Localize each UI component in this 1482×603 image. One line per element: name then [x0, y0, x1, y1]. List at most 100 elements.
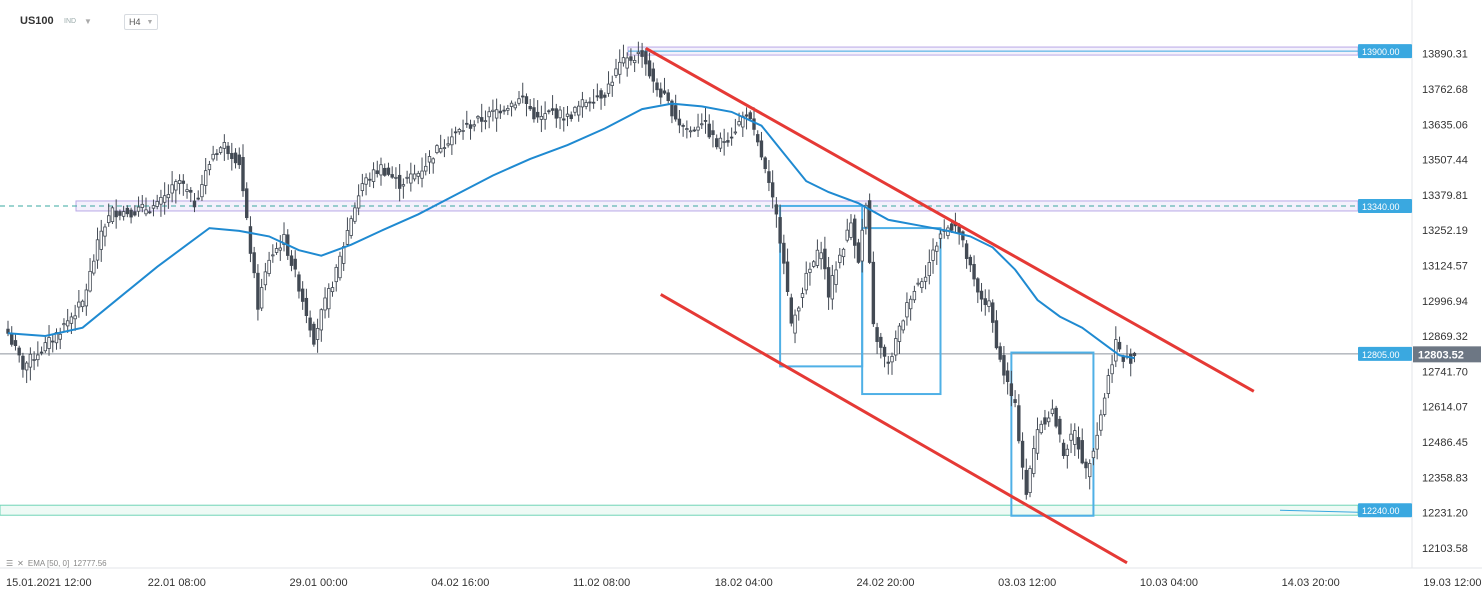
candle-body — [640, 50, 644, 57]
candle-body — [278, 247, 282, 251]
candle-body — [994, 320, 999, 349]
candle-body — [715, 138, 719, 148]
ema-value: 12777.56 — [73, 559, 107, 568]
candle-body — [528, 106, 532, 110]
candle-body — [569, 114, 573, 120]
candle-body — [345, 230, 350, 245]
candle-body — [517, 98, 521, 104]
candle-body — [248, 226, 253, 254]
candle-body — [110, 207, 115, 223]
candle-body — [185, 189, 189, 192]
candle-body — [588, 101, 592, 104]
indicator-legend[interactable]: ☰ ✕ EMA [50, 0] 12777.56 — [6, 559, 107, 568]
candle-body — [252, 252, 256, 274]
candle-body — [1065, 448, 1070, 456]
candle-body — [659, 88, 663, 98]
candle-body — [599, 90, 603, 99]
candle-body — [289, 255, 294, 266]
candle-body — [47, 337, 51, 349]
candle-body — [1061, 442, 1066, 457]
market-label: IND — [64, 17, 77, 25]
candle-body — [1028, 468, 1032, 493]
candle-body — [1076, 437, 1081, 450]
candle-body — [312, 323, 316, 345]
candle-body — [390, 174, 394, 178]
timeframe-select[interactable]: H4 ▼ — [124, 14, 158, 30]
trend-layer — [645, 46, 1255, 565]
candle-body — [494, 109, 499, 119]
candle-body — [767, 171, 771, 183]
candle-body — [625, 57, 629, 69]
candle-body — [897, 325, 902, 342]
symbol-label[interactable]: US100 — [20, 15, 54, 27]
candle-body — [1017, 405, 1021, 442]
chevron-down-icon[interactable]: ▼ — [84, 16, 92, 26]
candle-body — [383, 167, 387, 176]
candle-body — [815, 249, 820, 266]
candle-body — [364, 177, 368, 185]
time-axis[interactable]: 15.01.2021 12:00 22.01 08:00 29.01 00:00 04… — [6, 577, 1482, 589]
candle-body — [692, 129, 697, 132]
candle-body — [308, 317, 312, 331]
candle-body — [737, 121, 741, 126]
candle-body — [756, 134, 760, 143]
candle-body — [103, 226, 107, 237]
candle-body — [267, 259, 271, 274]
candle-body — [655, 82, 659, 91]
level-line-12240 — [1279, 509, 1359, 513]
candle-body — [603, 94, 607, 98]
candle-body — [476, 116, 480, 119]
candle-body — [73, 315, 77, 320]
candle-body — [826, 267, 831, 298]
candle-body — [356, 195, 361, 209]
candle-body — [550, 108, 555, 111]
candle-body — [256, 272, 260, 310]
candle-body — [480, 117, 484, 122]
candle-body — [1005, 370, 1010, 383]
candle-body — [1106, 375, 1111, 394]
candle-body — [80, 300, 85, 308]
candle-body — [979, 290, 984, 300]
candle-body — [472, 124, 476, 127]
candle-body — [673, 105, 678, 120]
list-icon[interactable]: ☰ — [6, 559, 14, 568]
candle-body — [677, 118, 682, 126]
candle-body — [558, 109, 562, 119]
candle-body — [778, 217, 782, 244]
candle-body — [938, 233, 943, 239]
candle-body — [722, 141, 726, 143]
candle-body — [151, 205, 156, 209]
candle-body — [140, 203, 144, 208]
candle-body — [562, 118, 566, 121]
candle-body — [159, 196, 163, 205]
candle-body — [506, 108, 510, 111]
candle-body — [181, 180, 186, 184]
candle-body — [647, 60, 652, 77]
upper-channel-line — [645, 46, 1255, 393]
candle-body — [323, 297, 327, 311]
candle-body — [77, 301, 81, 308]
y-tick-label: 13379.81 — [1422, 190, 1468, 202]
candle-body — [282, 234, 286, 245]
candle-body — [125, 207, 130, 215]
candle-body — [547, 110, 551, 113]
candle-body — [353, 207, 357, 222]
y-tick-label: 13124.57 — [1422, 261, 1468, 273]
candle-body — [923, 276, 928, 282]
price-axis[interactable]: 13890.31 13762.68 13635.06 13507.44 13379.81… — [1358, 44, 1481, 555]
candle-body — [968, 256, 973, 266]
close-icon[interactable]: ✕ — [17, 559, 24, 568]
y-tick-label: 12869.32 — [1422, 331, 1468, 343]
candle-body — [905, 302, 909, 318]
candle-body — [666, 92, 670, 102]
candle-body — [543, 113, 547, 120]
candle-body — [853, 218, 857, 246]
candle-body — [1117, 341, 1122, 350]
y-tick-label: 13762.68 — [1422, 84, 1468, 96]
candle-body — [170, 184, 174, 194]
x-tick-label: 04.02 16:00 — [431, 577, 489, 589]
candle-body — [502, 109, 506, 112]
candle-body — [84, 289, 89, 307]
